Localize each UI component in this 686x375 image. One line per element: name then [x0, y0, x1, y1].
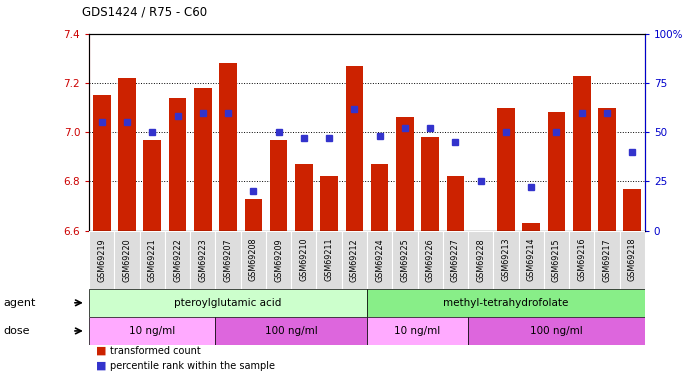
Text: GSM69223: GSM69223 — [198, 238, 207, 282]
FancyBboxPatch shape — [342, 231, 367, 289]
Text: GSM69221: GSM69221 — [147, 238, 157, 282]
FancyBboxPatch shape — [519, 231, 544, 289]
Text: GSM69224: GSM69224 — [375, 238, 384, 282]
Text: GSM69218: GSM69218 — [628, 238, 637, 281]
FancyBboxPatch shape — [392, 231, 418, 289]
Text: 100 ng/ml: 100 ng/ml — [265, 326, 318, 336]
Bar — [215, 317, 367, 345]
Bar — [624, 189, 641, 231]
FancyBboxPatch shape — [241, 231, 266, 289]
Text: agent: agent — [3, 298, 36, 308]
Text: ■: ■ — [96, 361, 106, 370]
Bar — [194, 88, 212, 231]
Bar — [396, 117, 414, 231]
FancyBboxPatch shape — [569, 231, 594, 289]
Bar — [89, 289, 367, 317]
FancyBboxPatch shape — [266, 231, 292, 289]
Text: GSM69227: GSM69227 — [451, 238, 460, 282]
FancyBboxPatch shape — [544, 231, 569, 289]
FancyBboxPatch shape — [215, 231, 241, 289]
Bar — [497, 108, 514, 231]
Text: GSM69226: GSM69226 — [425, 238, 435, 282]
Text: GSM69215: GSM69215 — [552, 238, 561, 282]
Text: GSM69228: GSM69228 — [476, 238, 485, 282]
Bar — [447, 177, 464, 231]
Bar — [118, 78, 136, 231]
Text: GSM69208: GSM69208 — [249, 238, 258, 281]
Text: percentile rank within the sample: percentile rank within the sample — [110, 361, 275, 370]
Bar — [270, 140, 287, 231]
FancyBboxPatch shape — [493, 231, 519, 289]
Text: 10 ng/ml: 10 ng/ml — [129, 326, 176, 336]
Bar — [89, 317, 215, 345]
Bar — [320, 177, 338, 231]
Text: GSM69214: GSM69214 — [527, 238, 536, 281]
FancyBboxPatch shape — [292, 231, 316, 289]
FancyBboxPatch shape — [165, 231, 190, 289]
FancyBboxPatch shape — [316, 231, 342, 289]
Text: 100 ng/ml: 100 ng/ml — [530, 326, 583, 336]
Bar — [244, 199, 262, 231]
FancyBboxPatch shape — [115, 231, 140, 289]
Text: GSM69210: GSM69210 — [299, 238, 309, 281]
Bar — [468, 317, 645, 345]
Text: GSM69225: GSM69225 — [401, 238, 410, 282]
FancyBboxPatch shape — [367, 231, 392, 289]
Bar — [547, 112, 565, 231]
Text: GSM69211: GSM69211 — [324, 238, 333, 281]
Bar — [371, 164, 388, 231]
FancyBboxPatch shape — [140, 231, 165, 289]
Text: GSM69217: GSM69217 — [602, 238, 611, 282]
Text: GSM69209: GSM69209 — [274, 238, 283, 282]
FancyBboxPatch shape — [619, 231, 645, 289]
Text: methyl-tetrahydrofolate: methyl-tetrahydrofolate — [443, 298, 569, 308]
FancyBboxPatch shape — [594, 231, 619, 289]
FancyBboxPatch shape — [190, 231, 215, 289]
Text: GSM69212: GSM69212 — [350, 238, 359, 282]
Text: GSM69216: GSM69216 — [577, 238, 587, 281]
FancyBboxPatch shape — [89, 231, 115, 289]
Bar — [143, 140, 161, 231]
Text: GDS1424 / R75 - C60: GDS1424 / R75 - C60 — [82, 6, 207, 19]
Bar — [421, 137, 439, 231]
Bar — [295, 164, 313, 231]
Bar — [220, 63, 237, 231]
FancyBboxPatch shape — [442, 231, 468, 289]
Text: GSM69219: GSM69219 — [97, 238, 106, 282]
Text: GSM69220: GSM69220 — [123, 238, 132, 282]
Bar — [169, 98, 187, 231]
Text: 10 ng/ml: 10 ng/ml — [394, 326, 440, 336]
Bar — [367, 317, 468, 345]
Text: pteroylglutamic acid: pteroylglutamic acid — [174, 298, 282, 308]
Bar — [598, 108, 616, 231]
Bar — [573, 76, 591, 231]
FancyBboxPatch shape — [418, 231, 442, 289]
Bar — [367, 289, 645, 317]
Bar — [522, 223, 540, 231]
Bar — [346, 66, 363, 231]
FancyBboxPatch shape — [468, 231, 493, 289]
Text: dose: dose — [3, 326, 30, 336]
Text: transformed count: transformed count — [110, 346, 200, 355]
Text: GSM69207: GSM69207 — [224, 238, 233, 282]
Text: ■: ■ — [96, 346, 106, 355]
Bar — [93, 95, 110, 231]
Text: GSM69222: GSM69222 — [173, 238, 182, 282]
Text: GSM69213: GSM69213 — [501, 238, 510, 281]
